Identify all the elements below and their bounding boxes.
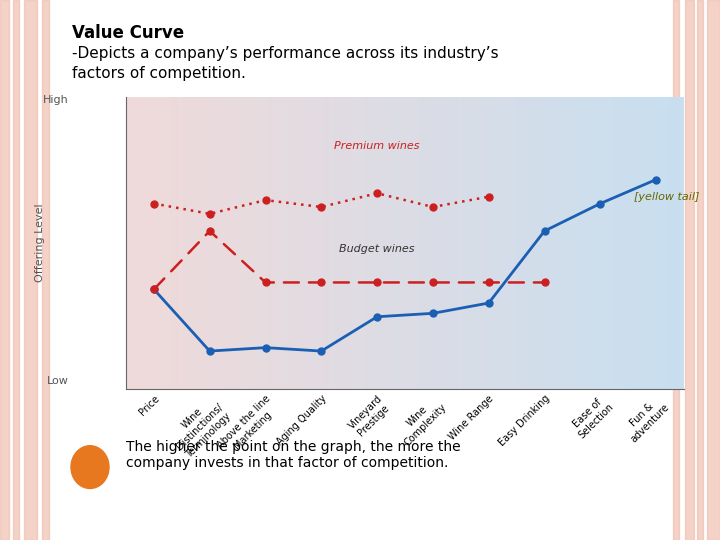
- Bar: [685, 0, 694, 540]
- Bar: [42, 0, 49, 540]
- Text: Budget wines: Budget wines: [339, 244, 415, 254]
- Text: [yellow tail]: [yellow tail]: [634, 192, 699, 202]
- Text: factors of competition.: factors of competition.: [72, 66, 246, 81]
- Bar: [13, 0, 19, 540]
- Text: Premium wines: Premium wines: [334, 140, 420, 151]
- Bar: [24, 0, 37, 540]
- Text: High: High: [42, 95, 68, 105]
- Text: Value Curve: Value Curve: [72, 24, 184, 42]
- Bar: [697, 0, 703, 540]
- Text: -Depicts a company’s performance across its industry’s: -Depicts a company’s performance across …: [72, 46, 499, 61]
- Text: Low: Low: [47, 376, 68, 386]
- Bar: [0, 0, 9, 540]
- Bar: [673, 0, 679, 540]
- Bar: [707, 0, 720, 540]
- Text: Offering Level: Offering Level: [35, 204, 45, 282]
- Text: The higher the point on the graph, the more the
company invests in that factor o: The higher the point on the graph, the m…: [126, 440, 461, 470]
- Circle shape: [71, 446, 109, 489]
